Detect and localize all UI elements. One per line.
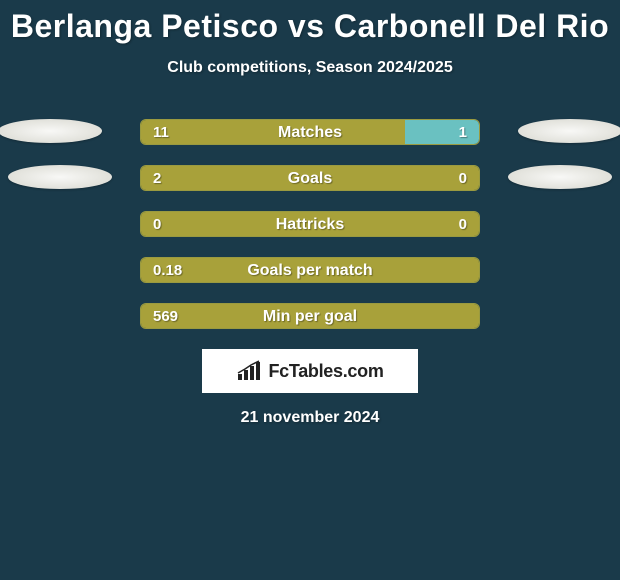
stat-bar-left bbox=[141, 258, 479, 282]
stat-bar-left bbox=[141, 212, 479, 236]
stat-row-mpg: Min per goal 569 bbox=[10, 303, 610, 329]
logo-text: FcTables.com bbox=[268, 361, 383, 382]
stat-row-hattricks: Hattricks 0 0 bbox=[10, 211, 610, 237]
bar-chart-icon bbox=[236, 360, 264, 382]
stat-bar-left bbox=[141, 120, 405, 144]
stat-bar: Goals 2 0 bbox=[140, 165, 480, 191]
subtitle: Club competitions, Season 2024/2025 bbox=[0, 59, 620, 77]
page-title: Berlanga Petisco vs Carbonell Del Rio bbox=[0, 0, 620, 45]
stat-row-gpm: Goals per match 0.18 bbox=[10, 257, 610, 283]
stat-bar-right bbox=[405, 120, 479, 144]
date-text: 21 november 2024 bbox=[0, 409, 620, 427]
stat-row-matches: Matches 11 1 bbox=[10, 119, 610, 145]
stat-row-goals: Goals 2 0 bbox=[10, 165, 610, 191]
stat-bar: Goals per match 0.18 bbox=[140, 257, 480, 283]
stat-bar: Min per goal 569 bbox=[140, 303, 480, 329]
stats-container: Matches 11 1 Goals 2 0 Hattricks 0 0 Goa… bbox=[0, 119, 620, 329]
stat-bar: Hattricks 0 0 bbox=[140, 211, 480, 237]
stat-bar: Matches 11 1 bbox=[140, 119, 480, 145]
fctables-logo[interactable]: FcTables.com bbox=[202, 349, 418, 393]
stat-bar-left bbox=[141, 304, 479, 328]
stat-bar-left bbox=[141, 166, 479, 190]
